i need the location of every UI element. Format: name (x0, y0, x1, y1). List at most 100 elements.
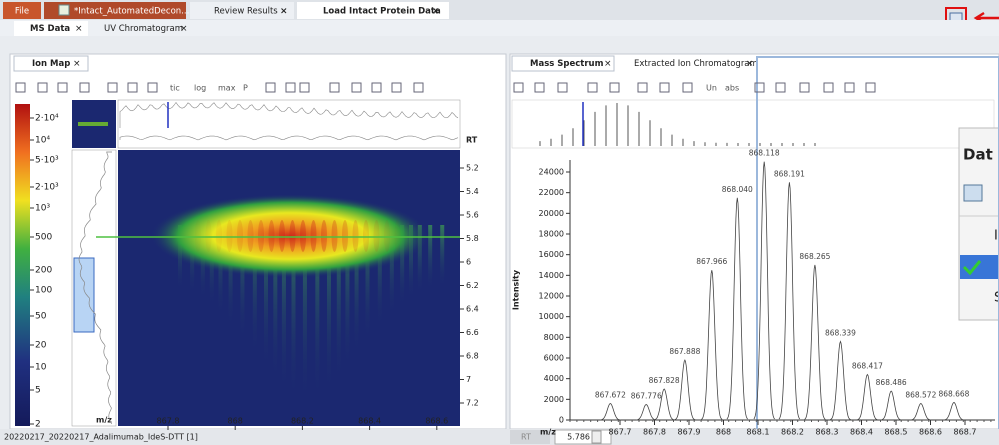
panel-tab-label: Ion Map (32, 59, 70, 69)
heatmap-streak (408, 225, 413, 301)
toolbar-icon[interactable] (637, 82, 648, 93)
toolbar-text[interactable]: Un (706, 84, 717, 93)
rt-tick-label: 6.2 (466, 281, 479, 290)
x-axis-label: m/z (540, 428, 556, 437)
y-axis-label: Intensity (512, 269, 521, 310)
popup-row[interactable]: S (994, 291, 999, 306)
heatmap-peak (195, 220, 201, 252)
popup-row-selected[interactable] (960, 255, 999, 279)
x-tick-label: 868.3 (816, 428, 839, 437)
toolbar-icon[interactable] (147, 82, 158, 93)
rt-tick-label: 7 (466, 375, 471, 384)
toolbar-icon[interactable] (844, 82, 855, 93)
heatmap-peak (395, 220, 401, 252)
heatmap-peak (352, 220, 359, 252)
view-tab-active[interactable] (14, 21, 88, 36)
heatmap-peak (310, 220, 317, 252)
toolbar-text[interactable]: log (194, 84, 206, 93)
tic-overview (117, 99, 461, 149)
toolbar-icon[interactable] (127, 82, 138, 93)
toolbar-text[interactable]: max (218, 84, 236, 93)
tab-close[interactable]: × (280, 7, 288, 17)
tab-close[interactable]: × (75, 24, 83, 34)
toolbar-icon[interactable] (107, 82, 118, 93)
thumb-signal (78, 122, 108, 126)
dynamic-layer: tic log max P Un abs2·10⁴10⁴5·10³2·10³10³5002… (15, 82, 995, 437)
toolbar-icon[interactable] (587, 82, 598, 93)
toolbar-icon[interactable] (659, 82, 670, 93)
peak-label: 868.040 (722, 185, 753, 194)
colorbar-label: 50 (35, 312, 47, 322)
tab-close[interactable]: × (604, 59, 612, 69)
editor-tab[interactable] (190, 2, 294, 19)
x-tick-label: 868.2 (781, 428, 804, 437)
y-tick-label: 22000 (539, 188, 564, 197)
spinner[interactable] (591, 430, 602, 444)
toolbar-icon[interactable] (823, 82, 834, 93)
toolbar-icon[interactable] (371, 82, 382, 93)
view-tab-label: MS Data (30, 24, 70, 34)
panel-tab[interactable] (13, 55, 89, 72)
colorbar-label: 20 (35, 341, 47, 351)
toolbar-icon[interactable] (534, 82, 545, 93)
toolbar-icon[interactable] (609, 82, 620, 93)
toolbar-text[interactable]: abs (725, 84, 739, 93)
heatmap-peak (289, 220, 296, 252)
toolbar-icon[interactable] (754, 82, 765, 93)
panel-tab[interactable] (511, 55, 615, 72)
tab-close[interactable]: × (73, 59, 81, 69)
toolbar-icon[interactable] (391, 82, 402, 93)
toolbar-icon[interactable] (285, 82, 296, 93)
spectrum-peak (910, 403, 932, 421)
heatmap-peak (206, 220, 212, 252)
toolbar-icon[interactable] (15, 82, 26, 93)
peak-label: 868.572 (905, 390, 936, 399)
toolbar-icon[interactable] (79, 82, 90, 93)
tab-close[interactable]: × (180, 24, 188, 34)
toolbar-icon[interactable] (513, 82, 524, 93)
toolbar-icon[interactable] (57, 82, 68, 93)
selection-box[interactable] (73, 257, 95, 333)
editor-tab-label: Review Results (214, 7, 278, 17)
mz-tick-label: 868 (228, 417, 243, 426)
toolbar-icon[interactable] (865, 82, 876, 93)
toolbar-icon[interactable] (299, 82, 310, 93)
editor-tab[interactable] (44, 2, 186, 19)
heatmap-peak (373, 220, 380, 252)
overview-bars (539, 102, 816, 146)
tab-close[interactable]: × (432, 7, 440, 17)
heatmap-streak (400, 225, 405, 308)
heatmap-signal (150, 194, 445, 405)
heatmap-streak (417, 225, 422, 296)
popup-row[interactable]: I (994, 229, 998, 244)
toolbar-icon[interactable] (799, 82, 810, 93)
rt-value: 5.786 (567, 433, 590, 442)
spectrum-overview (511, 99, 995, 149)
toolbar-icon[interactable] (37, 82, 48, 93)
toolbar-icon[interactable] (413, 82, 424, 93)
toolbar-icon[interactable] (351, 82, 362, 93)
spectrum-peak (880, 390, 902, 421)
toolbar-text[interactable]: P (243, 84, 248, 93)
tab-close[interactable]: × (746, 59, 754, 69)
mz-tick-label: 868.6 (425, 417, 448, 426)
toolbar-text[interactable]: tic (170, 84, 180, 93)
file-button[interactable] (3, 2, 41, 19)
editor-tab-active[interactable] (297, 2, 449, 19)
spectrum-peak (653, 388, 675, 421)
spectrum-peak (943, 401, 965, 421)
heatmap-streak (315, 225, 320, 403)
heatmap-streak (336, 225, 341, 385)
rt-tick-label: 6 (466, 258, 471, 267)
toolbar-icon[interactable] (329, 82, 340, 93)
peak-label: 868.668 (938, 389, 969, 398)
y-tick-label: 8000 (544, 333, 564, 342)
colorbar-label: 10⁴ (35, 136, 50, 146)
toolbar-icon[interactable] (775, 82, 786, 93)
heatmap-peak (321, 220, 327, 252)
toolbar-icon[interactable] (682, 82, 693, 93)
toolbar-icon[interactable] (557, 82, 568, 93)
toolbar-icon[interactable] (265, 82, 276, 93)
heatmap-peak (216, 220, 222, 252)
y-tick-label: 18000 (539, 230, 564, 239)
